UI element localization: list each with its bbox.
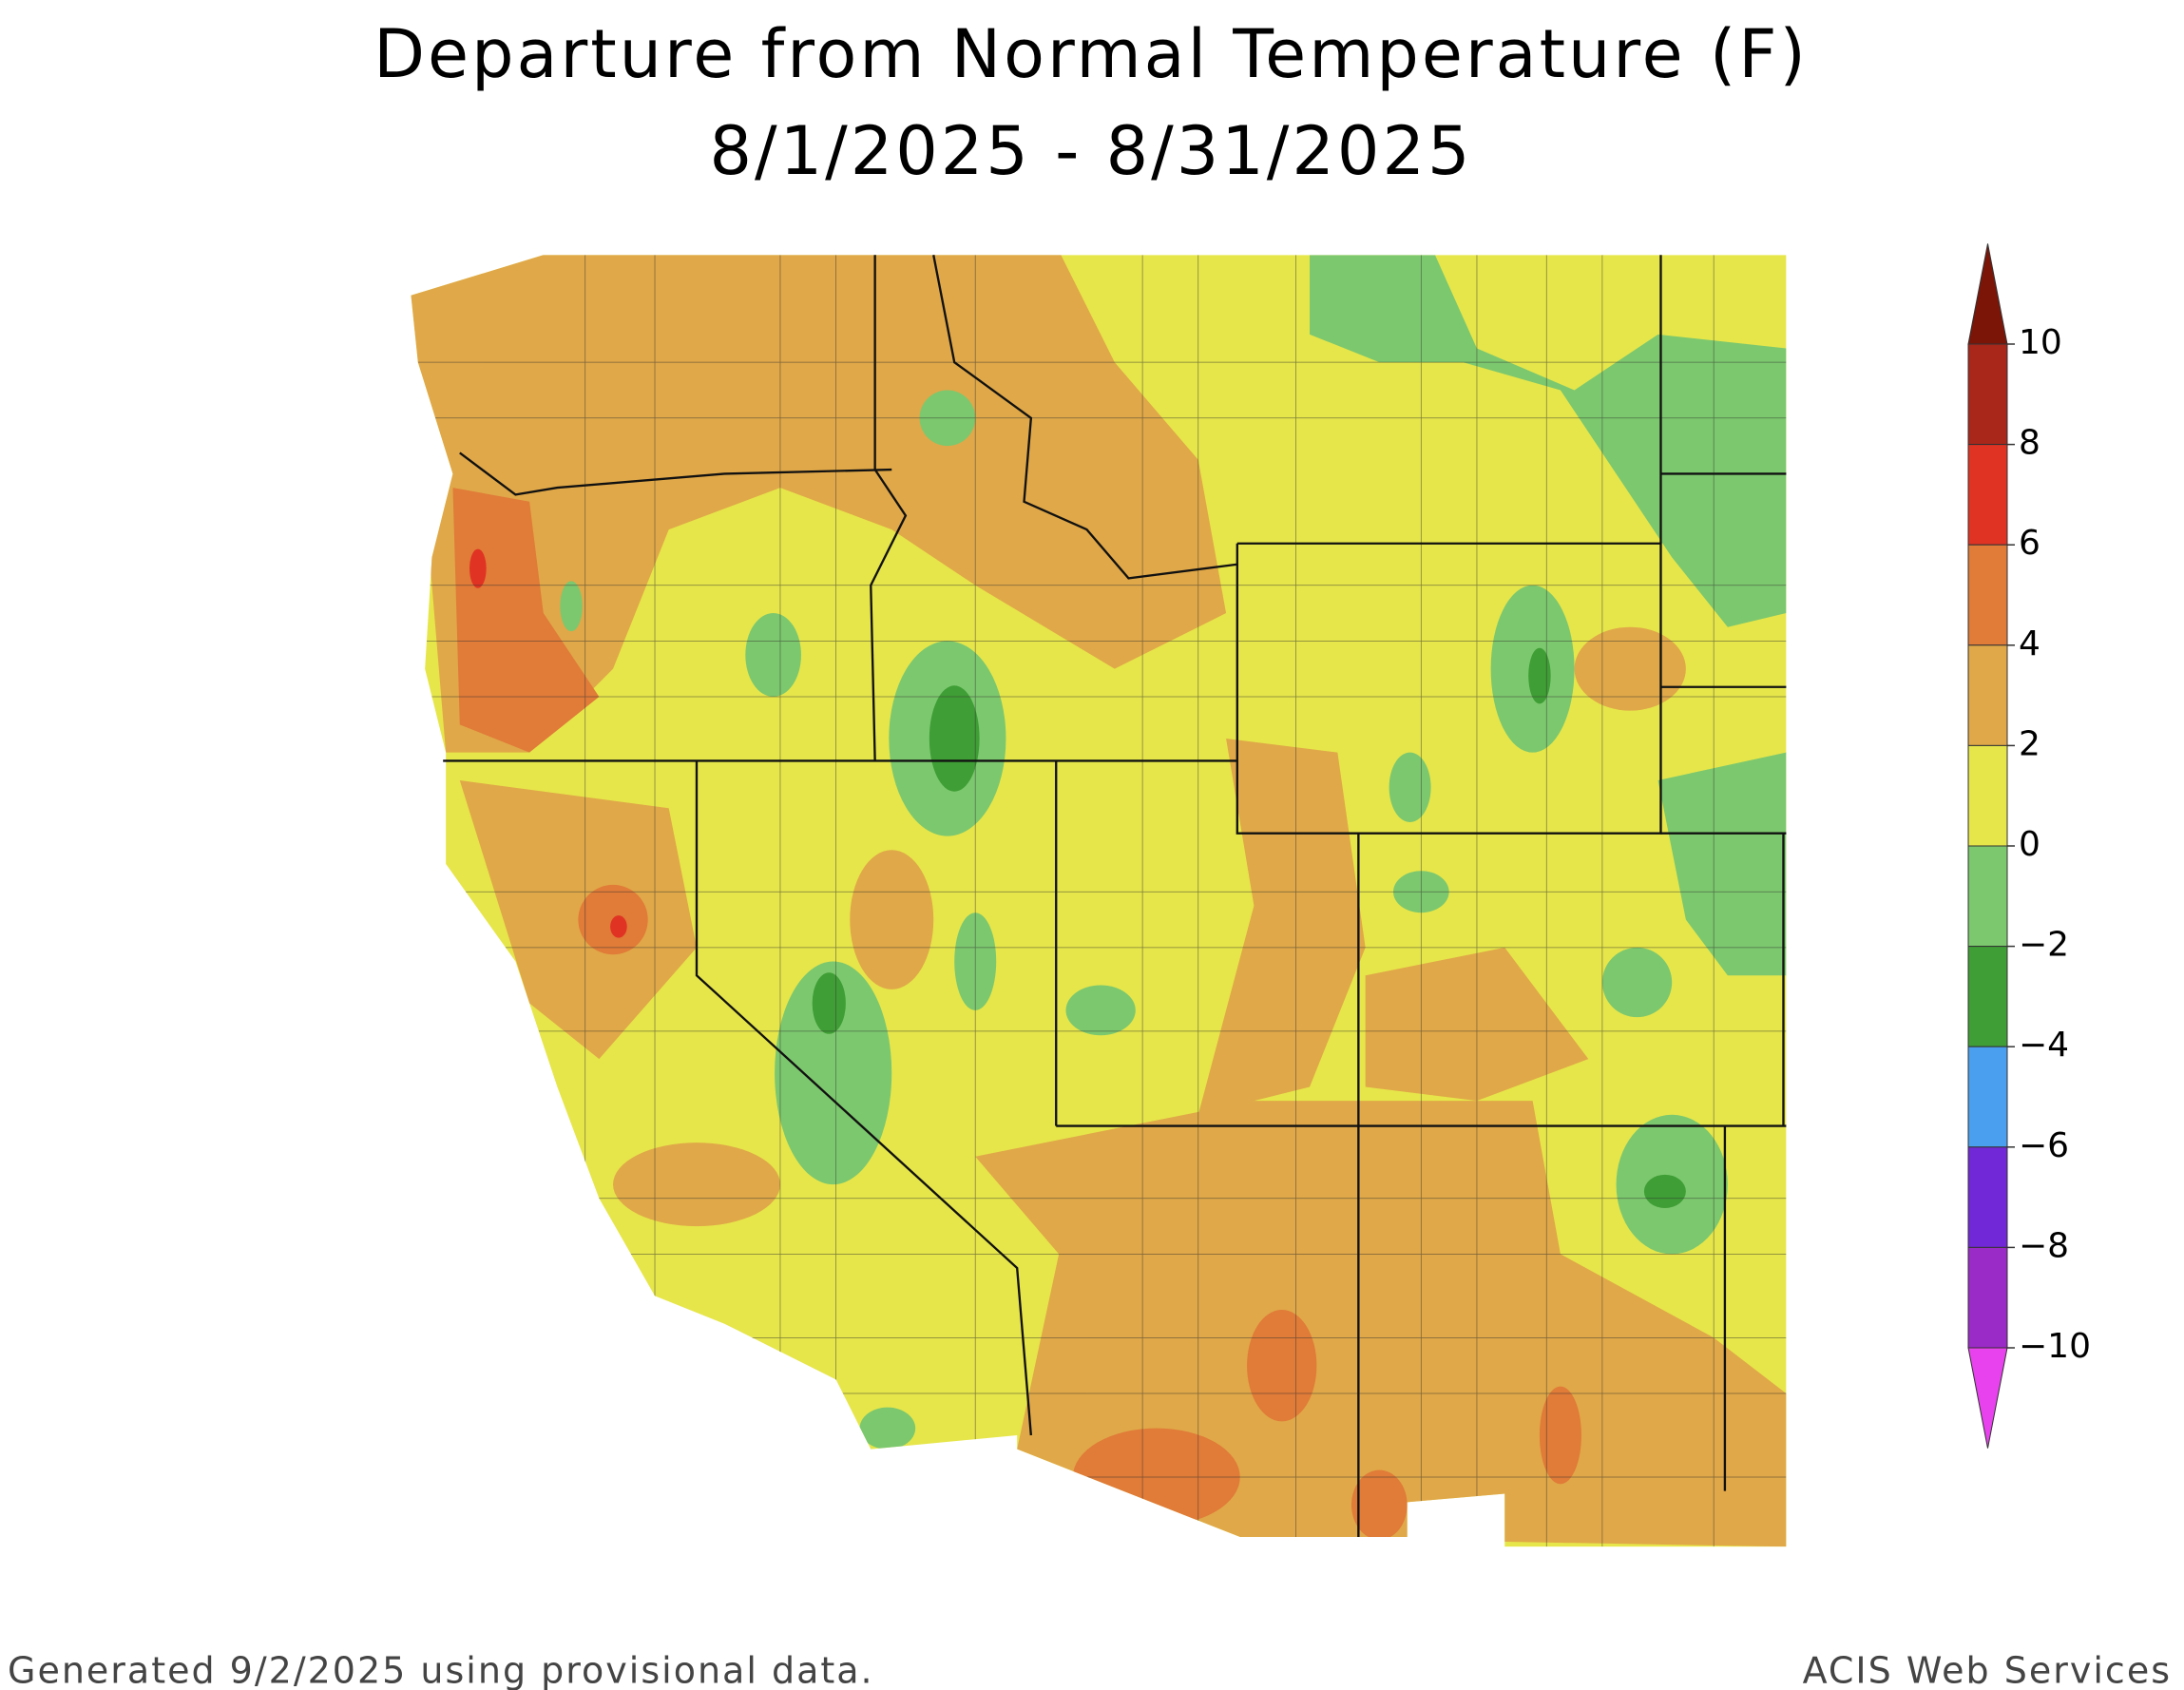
color-bar-label: −10 [2019,1327,2091,1366]
color-bar-label: −8 [2019,1226,2069,1265]
color-bar-arrow-bottom [1967,1347,2008,1449]
color-bar: 10 8 6 4 2 0 −2 −4 −6 −8 −10 [1967,243,2091,1449]
footer-note: Generated 9/2/2025 using provisional dat… [8,1650,874,1690]
color-bar-label: 6 [2019,524,2040,563]
color-bar-segment [1967,444,2008,546]
color-bar-label: 4 [2019,624,2040,663]
color-bar-segment [1967,1246,2008,1349]
color-bar-label: 10 [2019,323,2062,362]
map [411,255,1787,1547]
color-bar-segment [1967,1146,2008,1248]
color-bar-segment [1967,544,2008,646]
color-bar-label: 8 [2019,424,2040,463]
color-bar-label: 2 [2019,724,2040,763]
color-bar-segment [1967,744,2008,847]
subtitle: 8/1/2025 - 8/31/2025 [709,112,1472,190]
color-bar-segment [1967,644,2008,746]
color-bar-label: 0 [2019,825,2040,864]
title: Departure from Normal Temperature (F) [374,15,1809,93]
color-bar-segment [1967,343,2008,446]
color-bar-arrow-top [1967,243,2008,345]
color-bar-label: −6 [2019,1126,2069,1165]
color-bar-segment [1967,946,2008,1047]
color-bar-segment [1967,1046,2008,1148]
color-bar-segment [1967,845,2008,948]
color-bar-label: −2 [2019,926,2069,965]
footer-credit: ACIS Web Services [1803,1650,2172,1690]
color-bar-label: −4 [2019,1026,2069,1065]
